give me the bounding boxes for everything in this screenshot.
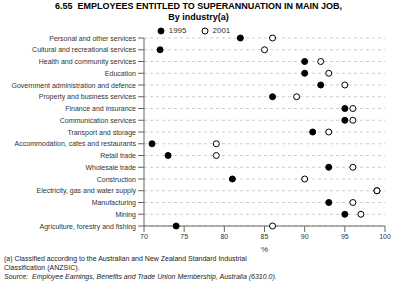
svg-text:Wholesale trade: Wholesale trade bbox=[85, 164, 136, 171]
html-text:(a) Classified according to th: (a) Classified according to the Australi… bbox=[4, 255, 247, 262]
svg-text:Communication services: Communication services bbox=[60, 117, 137, 124]
html-text:2001: 2001 bbox=[212, 26, 231, 35]
html-text:1995: 1995 bbox=[168, 26, 187, 35]
svg-text:Electricity, gas and water sup: Electricity, gas and water supply bbox=[37, 187, 137, 195]
svg-text:Manufacturing: Manufacturing bbox=[92, 199, 136, 207]
svg-text:Agriculture, forestry and fish: Agriculture, forestry and fishing bbox=[40, 223, 137, 231]
svg-text:90: 90 bbox=[301, 233, 309, 240]
html-text:6.55 EMPLOYEES ENTITLED TO SUP: 6.55 EMPLOYEES ENTITLED TO SUPERANNUATIO… bbox=[54, 1, 343, 11]
svg-text:75: 75 bbox=[180, 233, 188, 240]
svg-text:100: 100 bbox=[379, 233, 389, 240]
svg-text:85: 85 bbox=[261, 233, 269, 240]
svg-text:70: 70 bbox=[140, 233, 148, 240]
svg-text:Retail trade: Retail trade bbox=[100, 152, 136, 159]
svg-text:Accommodation, cafes and resta: Accommodation, cafes and restaurants bbox=[15, 140, 137, 147]
svg-text:95: 95 bbox=[341, 233, 349, 240]
svg-text:Cultural and recreational serv: Cultural and recreational services bbox=[32, 46, 136, 53]
svg-text:Transport and storage: Transport and storage bbox=[67, 129, 136, 137]
svg-text:Construction: Construction bbox=[97, 176, 136, 183]
svg-text:80: 80 bbox=[220, 233, 228, 240]
html-text:By industry(a): By industry(a) bbox=[168, 12, 229, 22]
svg-text:Finance and insurance: Finance and insurance bbox=[65, 105, 136, 112]
html-text:Classification (ANZSIC).: Classification (ANZSIC). bbox=[4, 264, 80, 271]
svg-text:Government administration and: Government administration and defence bbox=[11, 82, 136, 89]
svg-text:Education: Education bbox=[105, 70, 136, 77]
html-text:Source: Employee Earnings, Ben: Source: Employee Earnings, Benefits and … bbox=[4, 273, 277, 280]
svg-text:Property and business services: Property and business services bbox=[39, 93, 137, 101]
svg-text:%: % bbox=[261, 245, 268, 252]
svg-text:Health and community services: Health and community services bbox=[39, 58, 137, 66]
svg-text:Mining: Mining bbox=[115, 211, 136, 219]
svg-text:Personal and other services: Personal and other services bbox=[49, 35, 136, 42]
